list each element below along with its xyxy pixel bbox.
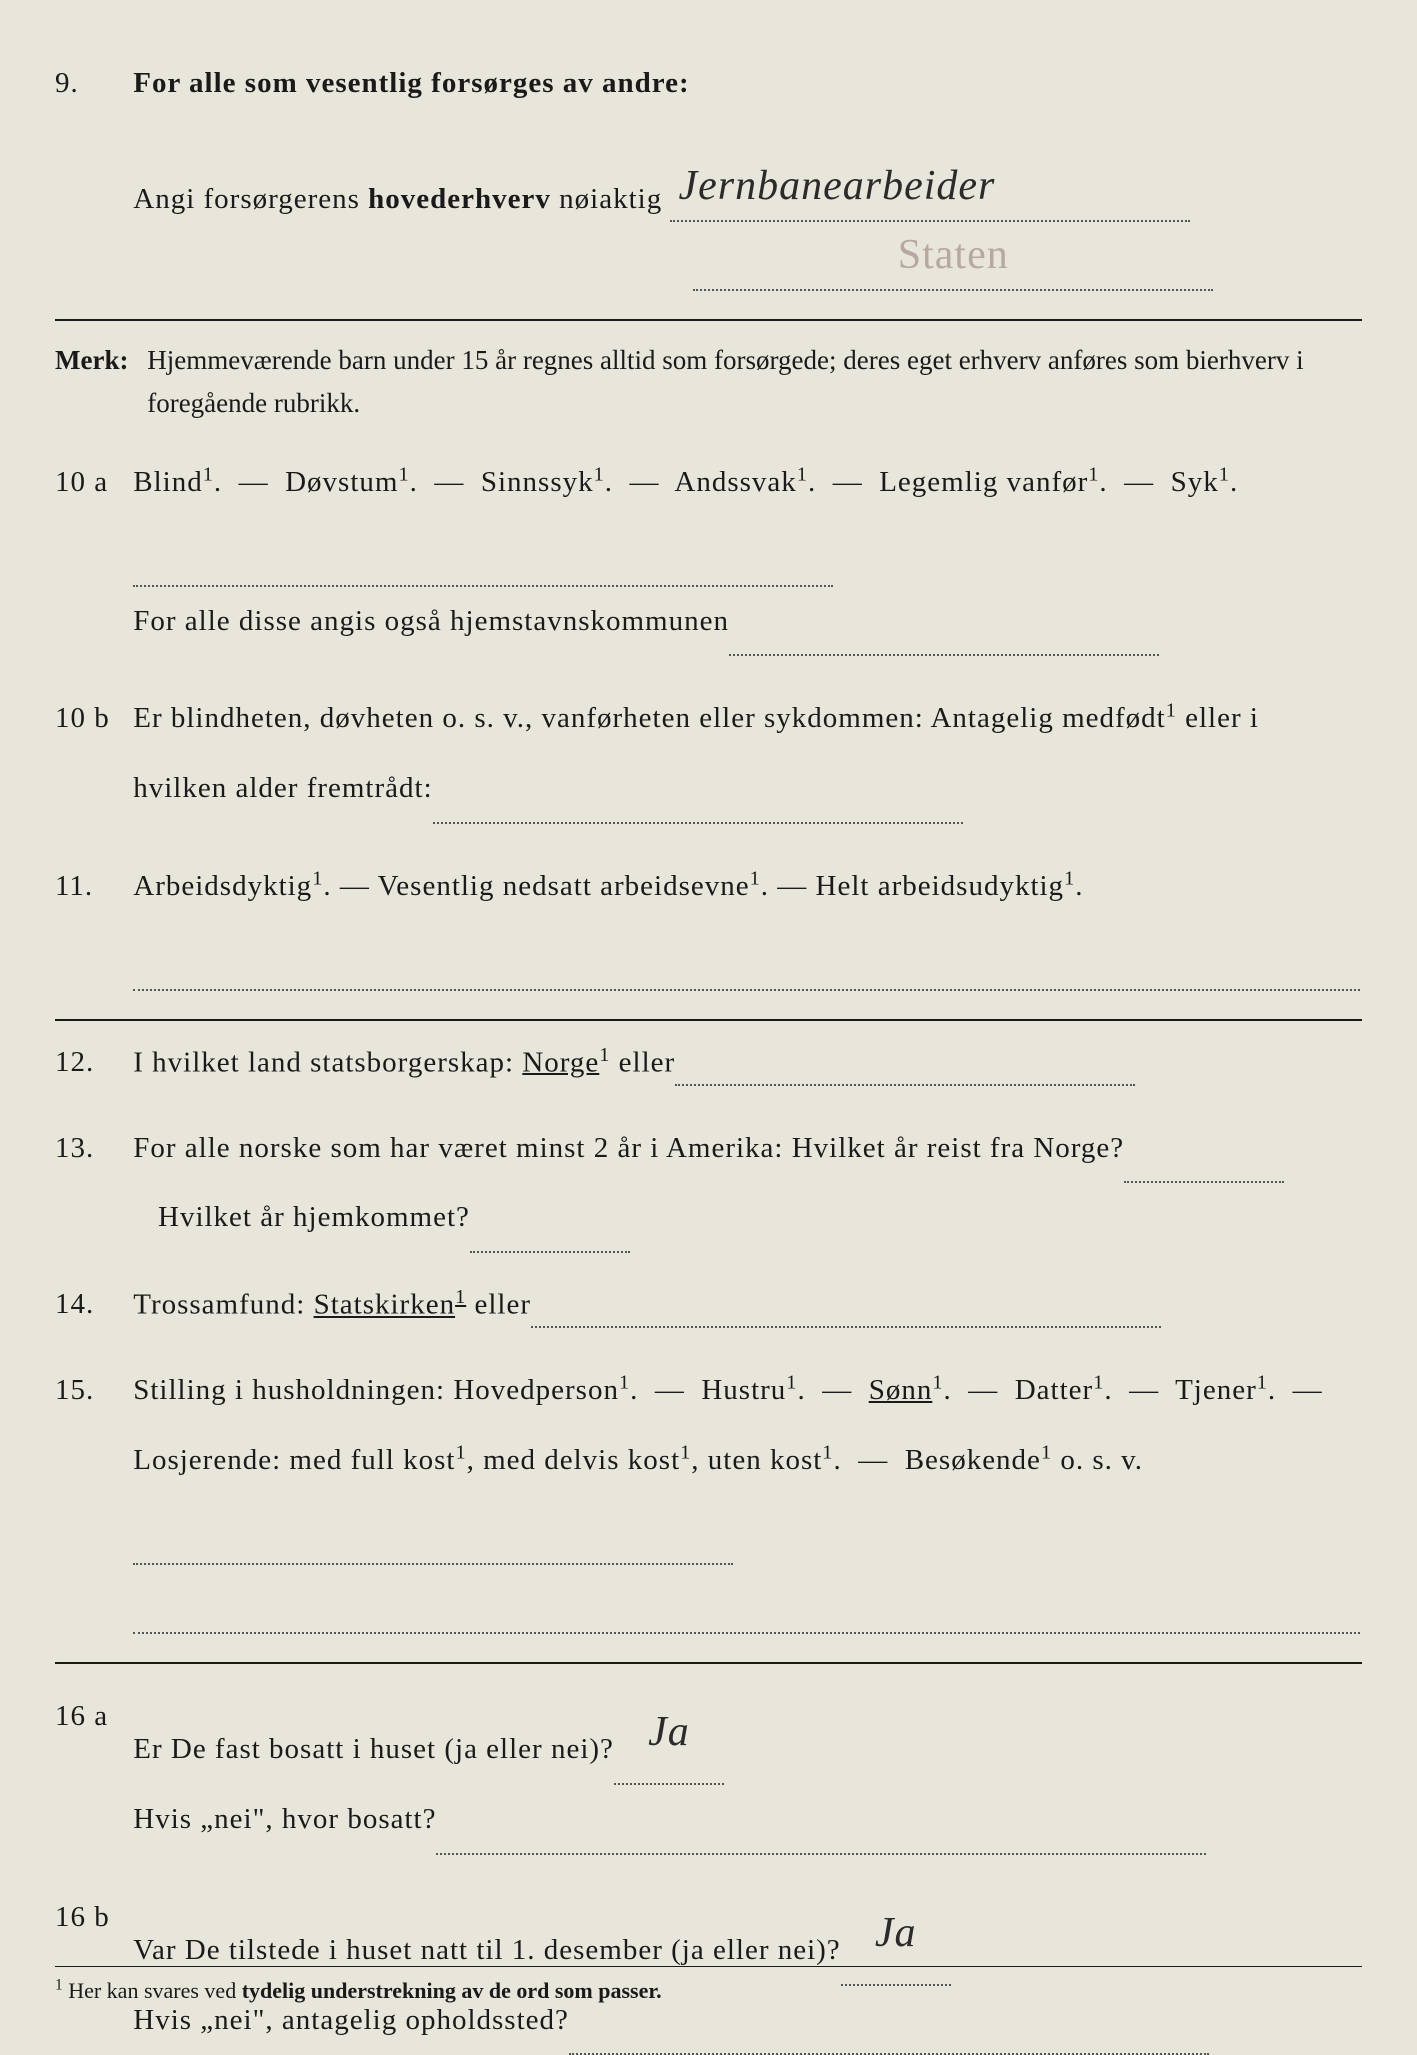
- q15-body: Stilling i husholdningen: Hovedperson1. …: [133, 1356, 1360, 1634]
- q11-body: Arbeidsdyktig1. — Vesentlig nedsatt arbe…: [133, 852, 1360, 991]
- merk-label: Merk:: [55, 345, 128, 375]
- q13-number: 13.: [55, 1114, 125, 1184]
- divider-2: [55, 1019, 1362, 1021]
- q14-sk: Statskirken: [314, 1289, 456, 1321]
- q10b-blank: [433, 783, 963, 824]
- footnote: 1 Her kan svares ved tydelig understrekn…: [55, 1966, 1362, 2008]
- q11-a: Arbeidsdyktig: [133, 870, 312, 902]
- q9-blank1: Jernbanearbeider: [670, 153, 1190, 222]
- q16b-number: 16 b: [55, 1883, 125, 1953]
- footnote-bold: tydelig understrekning av de ord som pas…: [242, 1978, 662, 2003]
- q14-number: 14.: [55, 1281, 125, 1327]
- q16b-t2: Hvis „nei", antagelig opholdssted?: [133, 2004, 569, 2036]
- opt-blind: Blind: [133, 466, 202, 498]
- q13-b: Hvilket år hjemkommet?: [158, 1201, 470, 1233]
- q16a-ans: Ja: [614, 1682, 724, 1785]
- q12-norge: Norge: [522, 1046, 599, 1078]
- q13-blank1: [1124, 1143, 1284, 1184]
- question-10a: 10 a Blind1. — Døvstum1. — Sinnssyk1. — …: [55, 448, 1362, 657]
- q10a-body: Blind1. — Døvstum1. — Sinnssyk1. — Andss…: [133, 448, 1360, 657]
- q9-blank2: Staten: [693, 222, 1213, 291]
- q9-body: For alle som vesentlig forsørges av andr…: [133, 60, 1360, 291]
- q9-hand1: Jernbanearbeider: [678, 153, 995, 220]
- q14-body: Trossamfund: Statskirken1 eller: [133, 1281, 1360, 1328]
- q12-body: I hvilket land statsborgerskap: Norge1 e…: [133, 1039, 1360, 1086]
- opt-sinnssyk: Sinnssyk: [481, 466, 594, 498]
- q10b-number: 10 b: [55, 684, 125, 754]
- q16a-body: Er De fast bosatt i huset (ja eller nei)…: [133, 1682, 1360, 1854]
- q9-title: For alle som vesentlig forsørges av andr…: [133, 67, 689, 99]
- q11-c: Helt arbeidsudyktig: [816, 870, 1065, 902]
- q10b-body: Er blindheten, døvheten o. s. v., vanfør…: [133, 684, 1360, 823]
- q9-line2a: Angi forsørgerens: [133, 183, 368, 215]
- q12-number: 12.: [55, 1039, 125, 1085]
- divider-3: [55, 1662, 1362, 1664]
- opt-syk: Syk: [1171, 466, 1219, 498]
- divider-1: [55, 319, 1362, 321]
- q9-line2-bold: hovederhverv: [368, 183, 551, 215]
- q11-blank: [133, 950, 1360, 991]
- q14-b: eller: [466, 1289, 531, 1321]
- q15-datter: Datter: [1015, 1374, 1093, 1406]
- q15-hustru: Hustru: [701, 1374, 786, 1406]
- q10b-t1: Er blindheten, døvheten o. s. v., vanfør…: [133, 702, 1165, 734]
- question-10b: 10 b Er blindheten, døvheten o. s. v., v…: [55, 684, 1362, 823]
- q16a-t1: Er De fast bosatt i huset (ja eller nei)…: [133, 1734, 614, 1766]
- opt-vanfor: Legemlig vanfør: [879, 466, 1088, 498]
- question-12: 12. I hvilket land statsborgerskap: Norg…: [55, 1039, 1362, 1086]
- q14-blank: [531, 1287, 1161, 1328]
- q15-los2: , med delvis kost: [467, 1444, 681, 1476]
- question-13: 13. For alle norske som har været minst …: [55, 1114, 1362, 1253]
- q12-b: eller: [610, 1046, 675, 1078]
- q10a-line2: For alle disse angis også hjemstavnskomm…: [133, 605, 729, 637]
- question-11: 11. Arbeidsdyktig1. — Vesentlig nedsatt …: [55, 852, 1362, 991]
- merk-text: Hjemmeværende barn under 15 år regnes al…: [147, 339, 1344, 425]
- question-9: 9. For alle som vesentlig forsørges av a…: [55, 60, 1362, 291]
- q16a-t2: Hvis „nei", hvor bosatt?: [133, 1803, 436, 1835]
- opt-dovstum: Døvstum: [285, 466, 398, 498]
- q15-blank2: [133, 1594, 1360, 1635]
- footnote-text: Her kan svares ved: [63, 1978, 242, 2003]
- footnote-sup: 1: [55, 1976, 63, 1993]
- q15-number: 15.: [55, 1356, 125, 1426]
- q13-a: For alle norske som har været minst 2 år…: [133, 1132, 1124, 1164]
- q12-blank: [675, 1045, 1135, 1086]
- q16a-blank: [436, 1814, 1206, 1855]
- q13-body: For alle norske som har været minst 2 år…: [133, 1114, 1360, 1253]
- q15-los: Losjerende: med full kost: [133, 1444, 455, 1476]
- q16b-t1: Var De tilstede i huset natt til 1. dese…: [133, 1934, 840, 1966]
- q15-los3: uten kost: [708, 1444, 823, 1476]
- q15-tjener: Tjener: [1175, 1374, 1257, 1406]
- q10a-blank2: [729, 616, 1159, 657]
- question-14: 14. Trossamfund: Statskirken1 eller: [55, 1281, 1362, 1328]
- question-16a: 16 a Er De fast bosatt i huset (ja eller…: [55, 1682, 1362, 1854]
- q10a-blank: [133, 546, 833, 587]
- q11-b: Vesentlig nedsatt arbeidsevne: [378, 870, 750, 902]
- q16a-number: 16 a: [55, 1682, 125, 1752]
- q15-hoved: Hovedperson: [453, 1374, 619, 1406]
- merk-section: Merk: Hjemmeværende barn under 15 år reg…: [55, 339, 1362, 425]
- question-15: 15. Stilling i husholdningen: Hovedperso…: [55, 1356, 1362, 1634]
- q14-a: Trossamfund:: [133, 1289, 313, 1321]
- q15-bes: Besøkende: [905, 1444, 1041, 1476]
- q16a-hand: Ja: [648, 1682, 690, 1783]
- q15-sonn: Sønn: [869, 1374, 933, 1406]
- q11-number: 11.: [55, 852, 125, 922]
- q9-number: 9.: [55, 60, 125, 106]
- q10a-number: 10 a: [55, 448, 125, 518]
- q15-lead: Stilling i husholdningen:: [133, 1374, 453, 1406]
- q16b-blank: [569, 2015, 1209, 2055]
- q13-blank2: [470, 1212, 630, 1253]
- q15-osv: o. s. v.: [1052, 1444, 1143, 1476]
- opt-andssvak: Andssvak: [674, 466, 796, 498]
- q12-a: I hvilket land statsborgerskap:: [133, 1046, 522, 1078]
- q9-line2b: nøiaktig: [551, 183, 662, 215]
- q9-hand2: Staten: [898, 232, 1009, 278]
- q15-blank: [133, 1524, 733, 1565]
